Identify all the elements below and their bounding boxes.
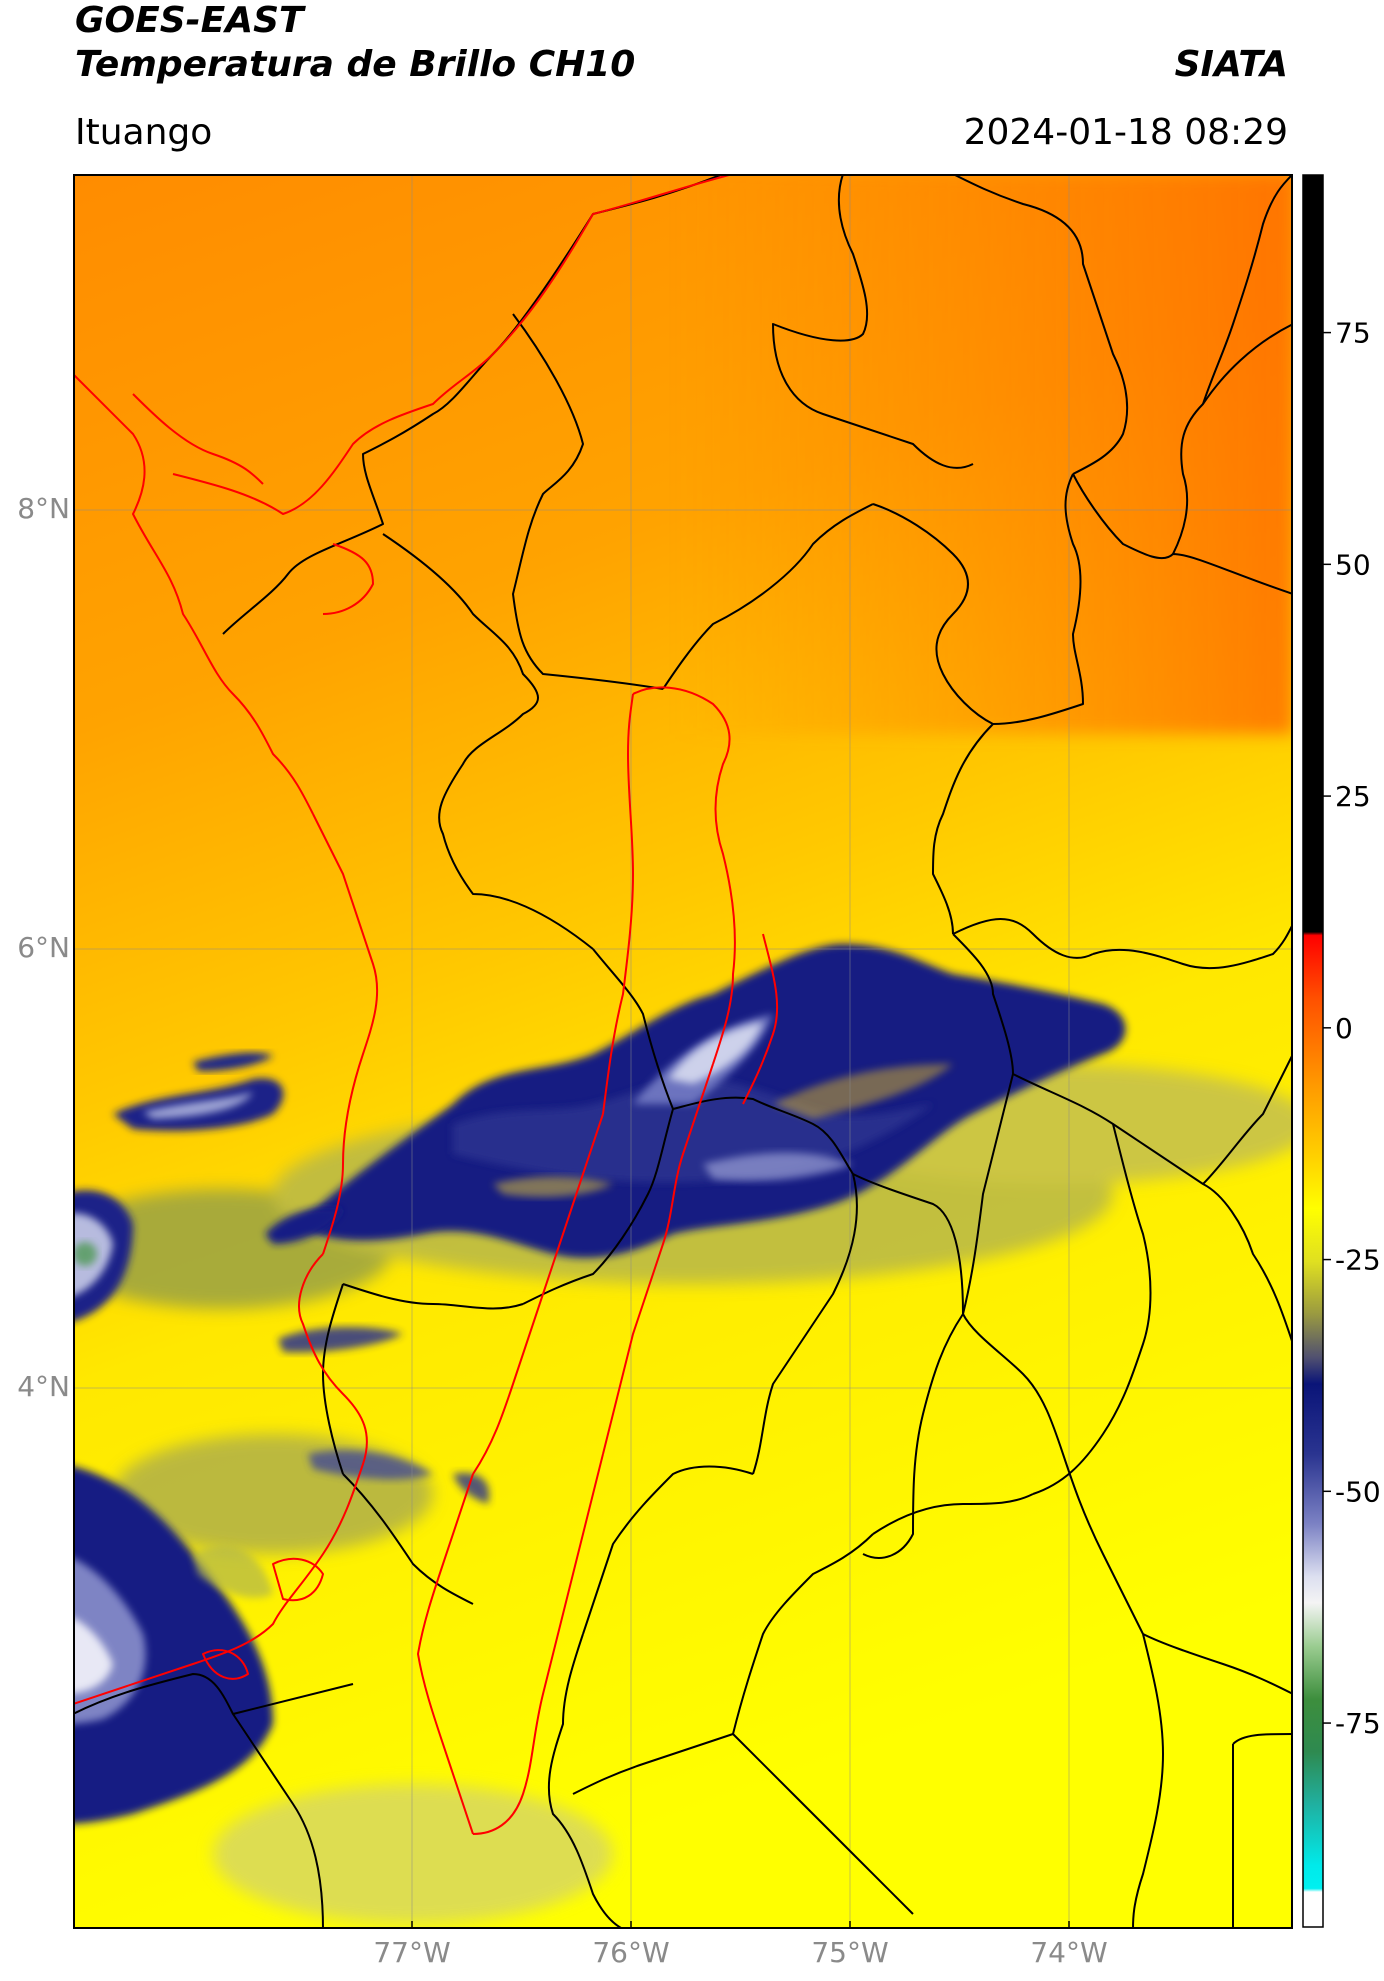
warm-northeast-region	[673, 174, 1293, 734]
colorbar-tick-label: 75	[1335, 317, 1371, 350]
lon-label: 76°W	[592, 1936, 670, 1969]
satellite-title: GOES-EAST	[75, 0, 304, 41]
colorbar-tick-label: 25	[1335, 780, 1371, 813]
colorbar-gradient	[1302, 174, 1324, 1928]
lon-label: 74°W	[1030, 1936, 1108, 1969]
brightness-temperature-map	[73, 174, 1293, 1929]
red-borders	[73, 174, 779, 1835]
lon-label: 75°W	[811, 1936, 889, 1969]
admin-borders	[73, 174, 1293, 1929]
lat-label: 6°N	[17, 931, 70, 964]
lon-label: 77°W	[373, 1936, 451, 1969]
longitude-labels	[411, 1921, 1070, 1929]
lat-label: 4°N	[17, 1370, 70, 1403]
graticule	[73, 174, 1293, 1929]
region-label: Ituango	[75, 112, 213, 153]
colorbar-tick-label: 0	[1335, 1012, 1353, 1045]
temperature-colorbar: 75 50 25 0 -25 -50 -75	[1302, 174, 1380, 1928]
colorbar-ticks: 75 50 25 0 -25 -50 -75	[1323, 317, 1380, 1740]
colorbar-tick-label: 50	[1335, 548, 1371, 581]
timestamp-label: 2024-01-18 08:29	[963, 112, 1288, 153]
agency-label: SIATA	[1174, 44, 1288, 85]
colorbar-tick-label: -25	[1335, 1244, 1380, 1277]
product-title: Temperatura de Brillo CH10	[75, 44, 636, 85]
cloud-band	[73, 944, 1126, 1824]
colorbar-tick-label: -75	[1335, 1707, 1380, 1740]
lat-label: 8°N	[17, 492, 70, 525]
colorbar-tick-label: -50	[1335, 1475, 1380, 1508]
